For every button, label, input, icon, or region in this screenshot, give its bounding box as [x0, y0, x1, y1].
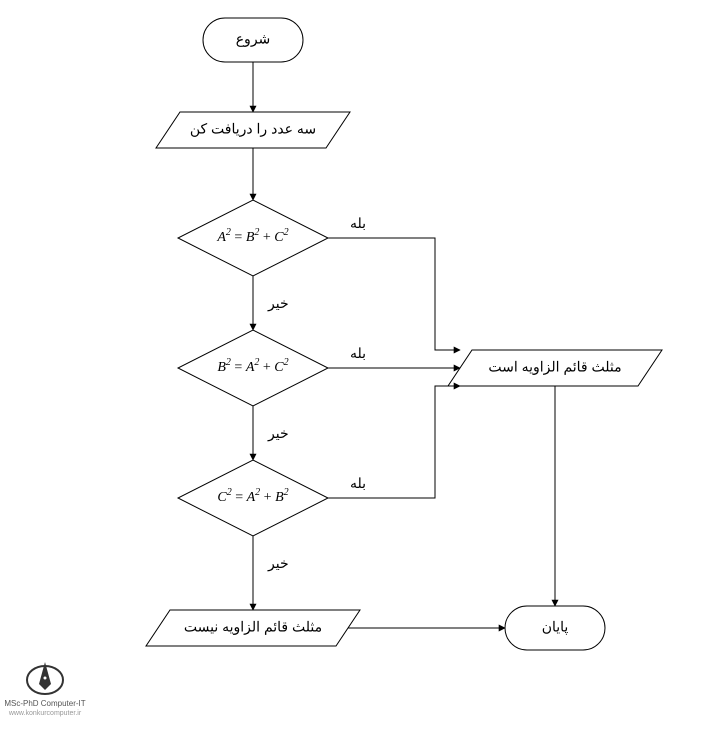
node-label: سه عدد را دریافت کن [190, 121, 316, 138]
edge-label: بله [350, 215, 366, 231]
edge-label: خیر [267, 295, 289, 312]
node-dec1: A2 = B2 + C2 [178, 200, 328, 276]
logo: MSc-PhD Computer-IT www.konkurcomputer.ir [4, 662, 85, 717]
node-label: پایان [542, 619, 569, 636]
edge-label: بله [350, 475, 366, 491]
edge-6 [328, 386, 460, 498]
edge-label: خیر [267, 555, 289, 572]
node-start: شروع [203, 18, 303, 62]
node-formula: A2 = B2 + C2 [216, 227, 288, 245]
node-label: مثلث قائم الزاویه نیست [184, 619, 322, 636]
node-yesout: مثلث قائم الزاویه است [448, 350, 662, 386]
logo-line2: www.konkurcomputer.ir [8, 710, 82, 717]
node-formula: B2 = A2 + C2 [217, 357, 288, 375]
edge-label: خیر [267, 425, 289, 442]
edge-2 [328, 238, 460, 350]
node-dec3: C2 = A2 + B2 [178, 460, 328, 536]
flowchart-canvas: شروع سه عدد را دریافت کن A2 = B2 + C2 B2 = … [0, 0, 703, 744]
node-end: پایان [505, 606, 605, 650]
edge-label: بله [350, 345, 366, 361]
node-dec2: B2 = A2 + C2 [178, 330, 328, 406]
node-formula: C2 = A2 + B2 [217, 487, 288, 505]
node-label: مثلث قائم الزاویه است [488, 359, 621, 376]
node-noout: مثلث قائم الزاویه نیست [146, 610, 360, 646]
node-input: سه عدد را دریافت کن [156, 112, 350, 148]
logo-line1: MSc-PhD Computer-IT [4, 699, 85, 708]
node-label: شروع [236, 31, 271, 48]
